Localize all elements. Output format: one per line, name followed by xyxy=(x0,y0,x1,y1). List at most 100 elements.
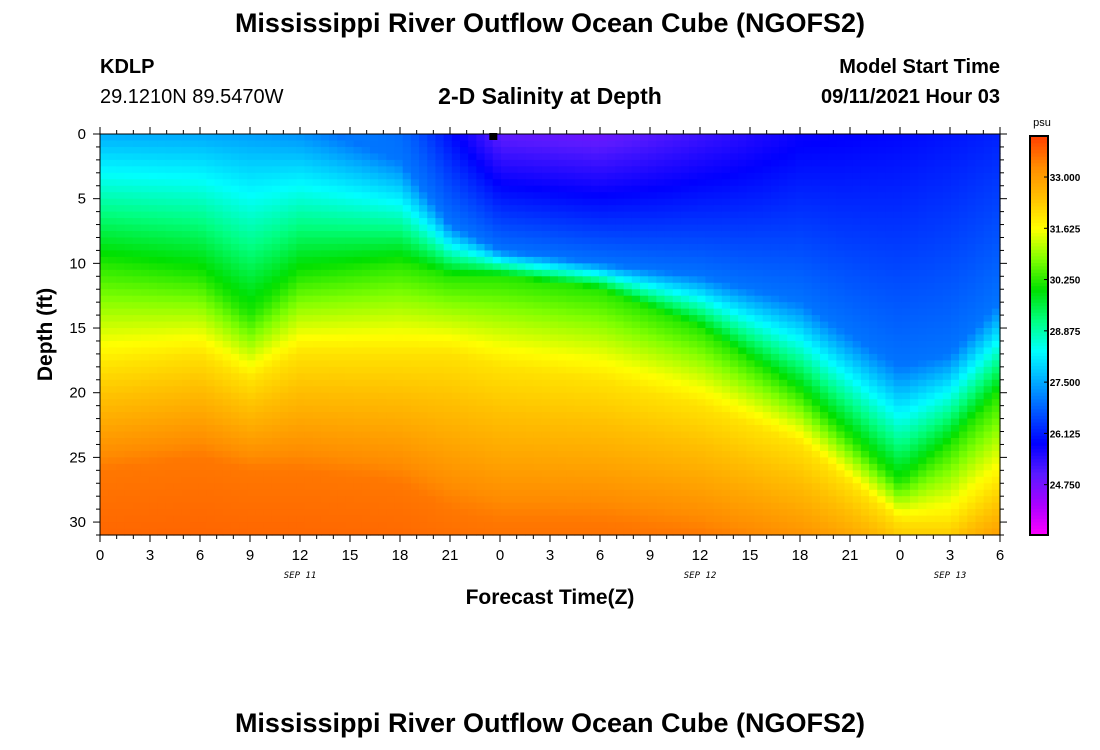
heatmap-cell xyxy=(239,425,248,433)
heatmap-cell xyxy=(255,211,265,219)
heatmap-cell xyxy=(533,373,543,381)
heatmap-cell xyxy=(550,231,559,239)
heatmap-cell xyxy=(721,295,731,303)
heatmap-cell xyxy=(370,211,379,219)
heatmap-cell xyxy=(640,315,649,323)
heatmap-cell xyxy=(361,315,371,323)
heatmap-cell xyxy=(198,179,207,187)
heatmap-cell xyxy=(476,224,486,232)
heatmap-cell xyxy=(656,353,666,361)
heatmap-cell xyxy=(500,431,510,439)
heatmap-cell xyxy=(435,140,445,148)
heatmap-cell xyxy=(443,134,453,142)
heatmap-cell xyxy=(370,185,379,193)
heatmap-cell xyxy=(664,418,674,426)
heatmap-cell xyxy=(296,308,306,316)
heatmap-cell xyxy=(304,211,314,219)
heatmap-cell xyxy=(672,146,682,155)
heatmap-cell xyxy=(116,528,126,536)
heatmap-cell xyxy=(419,315,428,323)
heatmap-cell xyxy=(517,263,527,271)
heatmap-cell xyxy=(378,302,387,310)
heatmap-cell xyxy=(108,450,117,458)
heatmap-cell xyxy=(247,340,257,349)
heatmap-cell xyxy=(541,405,551,413)
heatmap-cell xyxy=(378,295,387,303)
heatmap-cell xyxy=(484,450,494,458)
heatmap-cell xyxy=(288,179,297,187)
heatmap-cell xyxy=(558,198,567,206)
heatmap-cell xyxy=(746,321,756,329)
heatmap-cell xyxy=(312,489,322,497)
heatmap-cell xyxy=(640,425,649,433)
heatmap-cell xyxy=(500,218,510,226)
heatmap-cell xyxy=(533,353,543,361)
heatmap-cell xyxy=(165,153,175,161)
heatmap-cell xyxy=(525,205,535,213)
heatmap-cell xyxy=(386,172,396,180)
heatmap-cell xyxy=(460,489,469,497)
heatmap-cell xyxy=(157,134,167,142)
heatmap-cell xyxy=(190,373,199,381)
heatmap-cell xyxy=(590,437,600,446)
heatmap-cell xyxy=(214,360,224,368)
heatmap-cell xyxy=(525,153,535,161)
heatmap-cell xyxy=(721,166,731,174)
heatmap-cell xyxy=(574,218,584,226)
heatmap-cell xyxy=(550,205,559,213)
heatmap-cell xyxy=(181,379,191,387)
heatmap-cell xyxy=(263,509,273,517)
heatmap-cell xyxy=(288,522,297,530)
heatmap-cell xyxy=(648,405,657,413)
heatmap-cell xyxy=(574,489,584,497)
heatmap-cell xyxy=(738,256,747,264)
heatmap-cell xyxy=(108,476,117,484)
heatmap-cell xyxy=(190,509,199,517)
heatmap-cell xyxy=(239,386,248,394)
heatmap-cell xyxy=(378,347,387,355)
heatmap-cell xyxy=(410,418,420,426)
heatmap-cell xyxy=(247,470,257,478)
heatmap-cell xyxy=(492,509,502,517)
heatmap-cell xyxy=(132,515,142,523)
heatmap-cell xyxy=(484,146,494,155)
heatmap-cell xyxy=(410,515,420,523)
heatmap-cell xyxy=(427,308,437,316)
heatmap-cell xyxy=(132,295,142,303)
heatmap-cell xyxy=(492,386,502,394)
heatmap-cell xyxy=(370,295,379,303)
heatmap-cell xyxy=(664,470,674,478)
heatmap-cell xyxy=(705,425,715,433)
heatmap-cell xyxy=(157,211,167,219)
heatmap-cell xyxy=(721,392,731,400)
heatmap-cell xyxy=(631,431,641,439)
heatmap-cell xyxy=(558,237,567,245)
heatmap-cell xyxy=(280,250,289,258)
heatmap-cell xyxy=(648,211,657,219)
heatmap-cell xyxy=(476,205,486,213)
heatmap-cell xyxy=(680,211,690,219)
heatmap-cell xyxy=(149,418,158,426)
heatmap-cell xyxy=(402,476,412,484)
heatmap-cell xyxy=(541,153,551,161)
heatmap-cell xyxy=(582,502,592,510)
heatmap-cell xyxy=(304,340,314,349)
heatmap-cell xyxy=(296,263,306,271)
heatmap-cell xyxy=(566,282,576,290)
heatmap-cell xyxy=(247,256,257,264)
heatmap-cell xyxy=(280,412,289,420)
heatmap-cell xyxy=(271,250,281,258)
heatmap-cell xyxy=(500,211,510,219)
heatmap-cell xyxy=(132,340,142,349)
heatmap-cell xyxy=(451,483,461,491)
heatmap-cell xyxy=(533,282,543,290)
heatmap-cell xyxy=(263,153,273,161)
heatmap-cell xyxy=(705,146,715,155)
heatmap-cell xyxy=(280,166,289,174)
heatmap-cell xyxy=(247,211,257,219)
heatmap-cell xyxy=(492,166,502,174)
heatmap-cell xyxy=(558,243,567,252)
heatmap-cell xyxy=(599,353,608,361)
heatmap-cell xyxy=(656,509,666,517)
heatmap-cell xyxy=(247,502,257,510)
